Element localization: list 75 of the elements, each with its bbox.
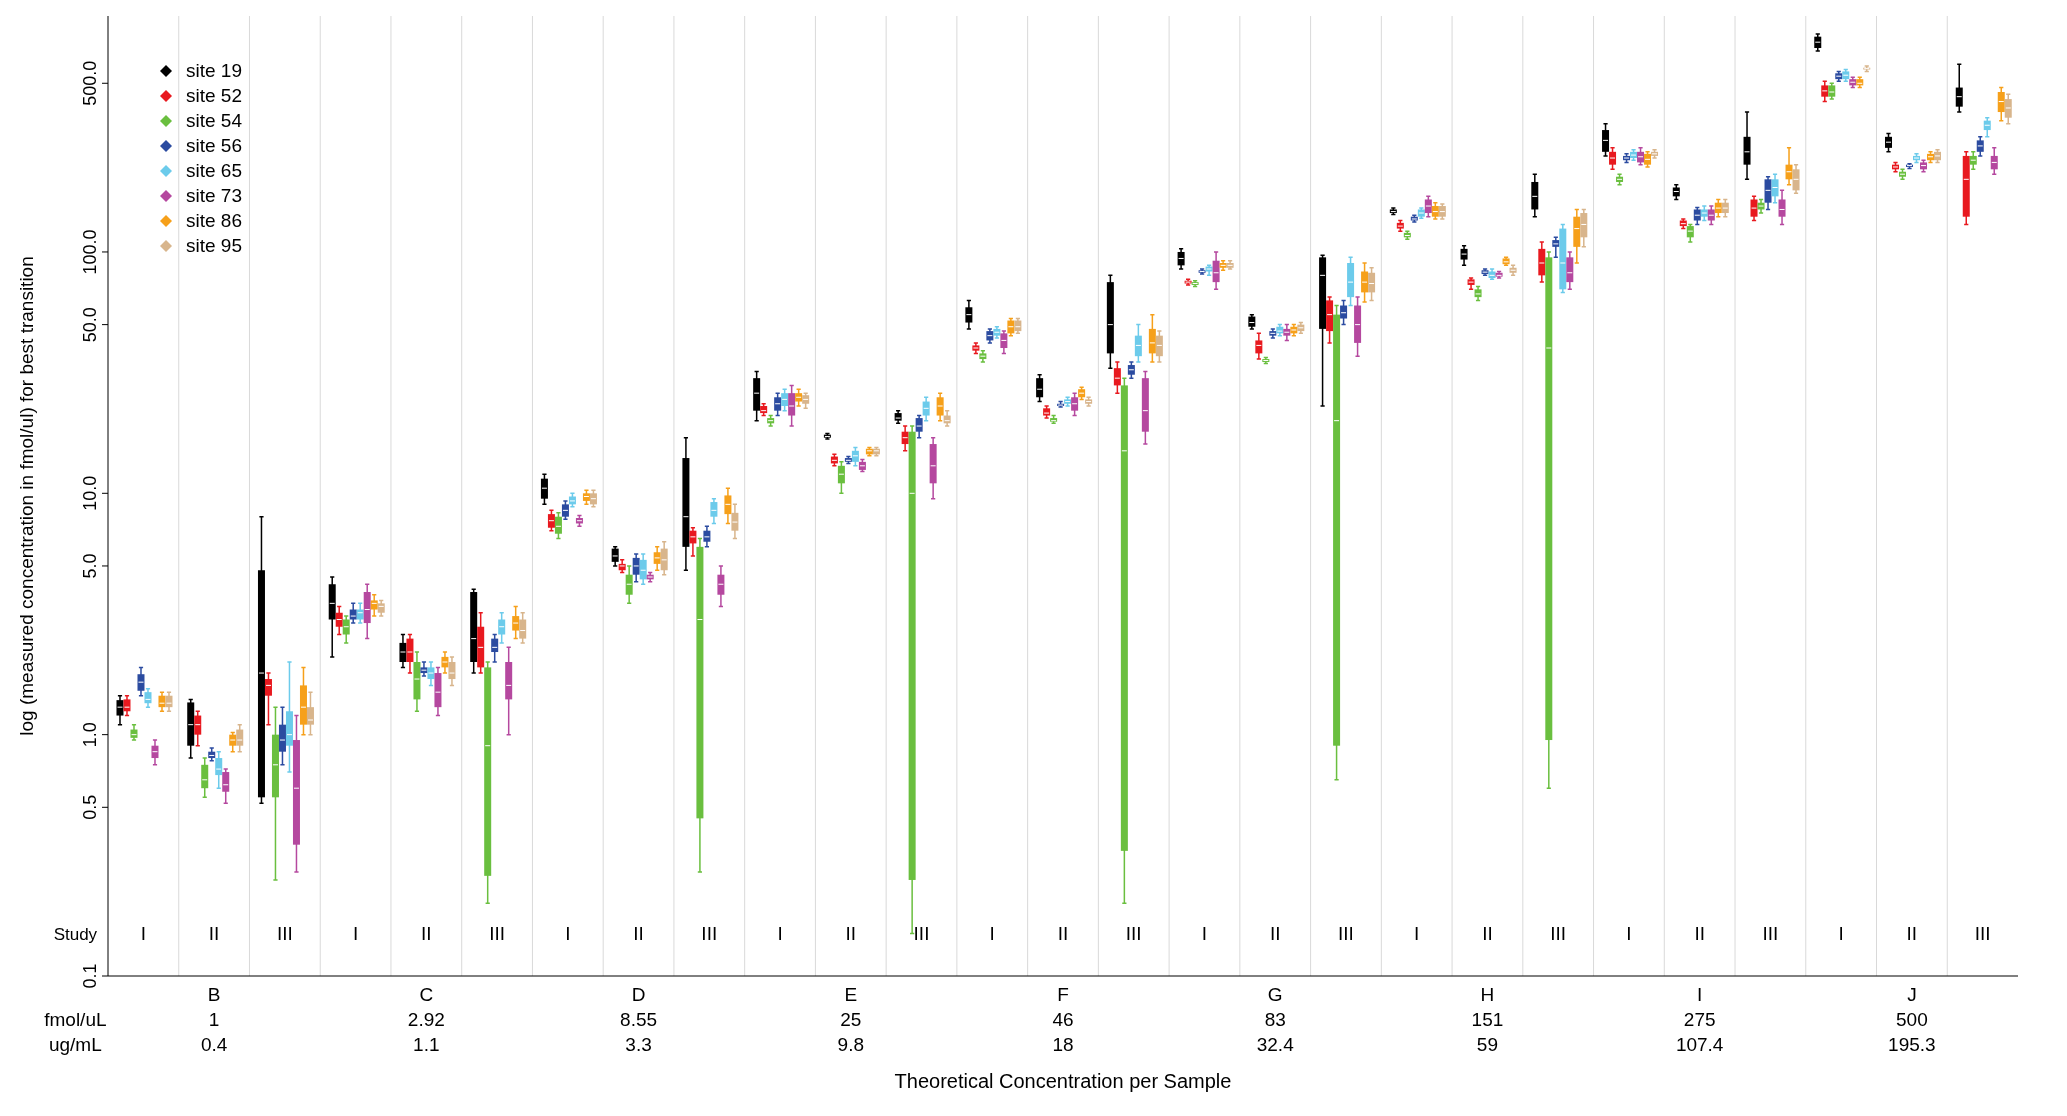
y-tick-label: 50.0: [80, 307, 100, 343]
text: B: [207, 984, 221, 1005]
x-tick-label: II: [1906, 923, 1918, 944]
x-tick-label: III: [701, 923, 718, 944]
text: I: [1697, 984, 1703, 1005]
x-tick-label: I: [1626, 923, 1632, 944]
y-tick-label: 0.5: [80, 794, 100, 820]
x-tick-label: III: [1550, 923, 1567, 944]
legend-label: site 19: [186, 59, 242, 83]
x-tick-label: I: [565, 923, 571, 944]
text: C: [419, 984, 434, 1005]
text: 2.92: [407, 1009, 445, 1030]
text: 8.55: [620, 1009, 658, 1030]
x-tick-label: III: [276, 923, 293, 944]
text: 500: [1896, 1009, 1928, 1030]
text: F: [1057, 984, 1069, 1005]
text: 25: [840, 1009, 862, 1030]
text: 275: [1683, 1009, 1716, 1030]
text: ug/mL: [48, 1034, 102, 1055]
y-tick-label: 0.1: [80, 963, 100, 989]
y-tick-label: 500.0: [80, 60, 100, 106]
x-tick-label: II: [1269, 923, 1281, 944]
x-axis-title: Theoretical Concentration per Sample: [894, 1070, 1232, 1092]
text: Study: [53, 925, 98, 944]
text: E: [844, 984, 858, 1005]
text: 83: [1264, 1009, 1286, 1030]
x-tick-label: II: [1482, 923, 1493, 944]
y-axis-title: log (measured concentration in fmol/ul) for best transition: [15, 256, 37, 736]
x-tick-label: I: [1201, 923, 1208, 944]
x-tick-label: III: [1762, 923, 1779, 944]
text: 1.1: [413, 1034, 440, 1055]
legend-label: site 52: [186, 84, 242, 108]
text: 18: [1052, 1034, 1074, 1055]
x-tick-label: I: [777, 923, 783, 944]
text: G: [1267, 984, 1283, 1005]
y-tick-label: 5.0: [80, 553, 100, 579]
x-tick-label: II: [208, 923, 220, 944]
text: 1: [208, 1009, 220, 1030]
text: 9.8: [837, 1034, 864, 1055]
x-tick-label: II: [421, 923, 432, 944]
text: 107.4: [1675, 1034, 1724, 1055]
legend-label: site 65: [186, 159, 242, 183]
x-tick-label: II: [1057, 923, 1069, 944]
x-tick-label: I: [1838, 923, 1844, 944]
text: H: [1480, 984, 1495, 1005]
legend-label: site 95: [186, 234, 242, 258]
text: fmol/uL: [44, 1009, 107, 1030]
legend-label: site 73: [186, 184, 242, 208]
legend-label: site 54: [186, 109, 242, 133]
x-tick-label: III: [1338, 923, 1354, 944]
x-tick-label: I: [140, 923, 147, 944]
y-tick-label: 1.0: [80, 722, 100, 748]
text: 46: [1052, 1009, 1074, 1030]
legend-label: site 56: [186, 134, 242, 158]
x-tick-label: III: [1974, 923, 1991, 944]
text: 59: [1476, 1034, 1499, 1055]
x-tick-label: II: [633, 923, 644, 944]
y-tick-label: 100.0: [80, 229, 100, 275]
x-tick-label: II: [1694, 923, 1705, 944]
x-tick-label: I: [1414, 923, 1420, 944]
text: 0.4: [200, 1034, 228, 1055]
legend-label: site 86: [186, 209, 242, 233]
x-tick-label: III: [489, 923, 505, 944]
x-tick-label: III: [1125, 923, 1142, 944]
x-tick-label: III: [913, 923, 930, 944]
text: 195.3: [1888, 1034, 1936, 1055]
text: 151: [1471, 1009, 1504, 1030]
text: 32.4: [1256, 1034, 1295, 1055]
text: D: [631, 984, 646, 1005]
x-tick-label: II: [845, 923, 857, 944]
text: J: [1907, 984, 1917, 1005]
x-tick-label: I: [989, 923, 995, 944]
x-tick-label: I: [352, 923, 359, 944]
y-tick-label: 10.0: [80, 475, 100, 511]
text: 3.3: [625, 1034, 652, 1055]
